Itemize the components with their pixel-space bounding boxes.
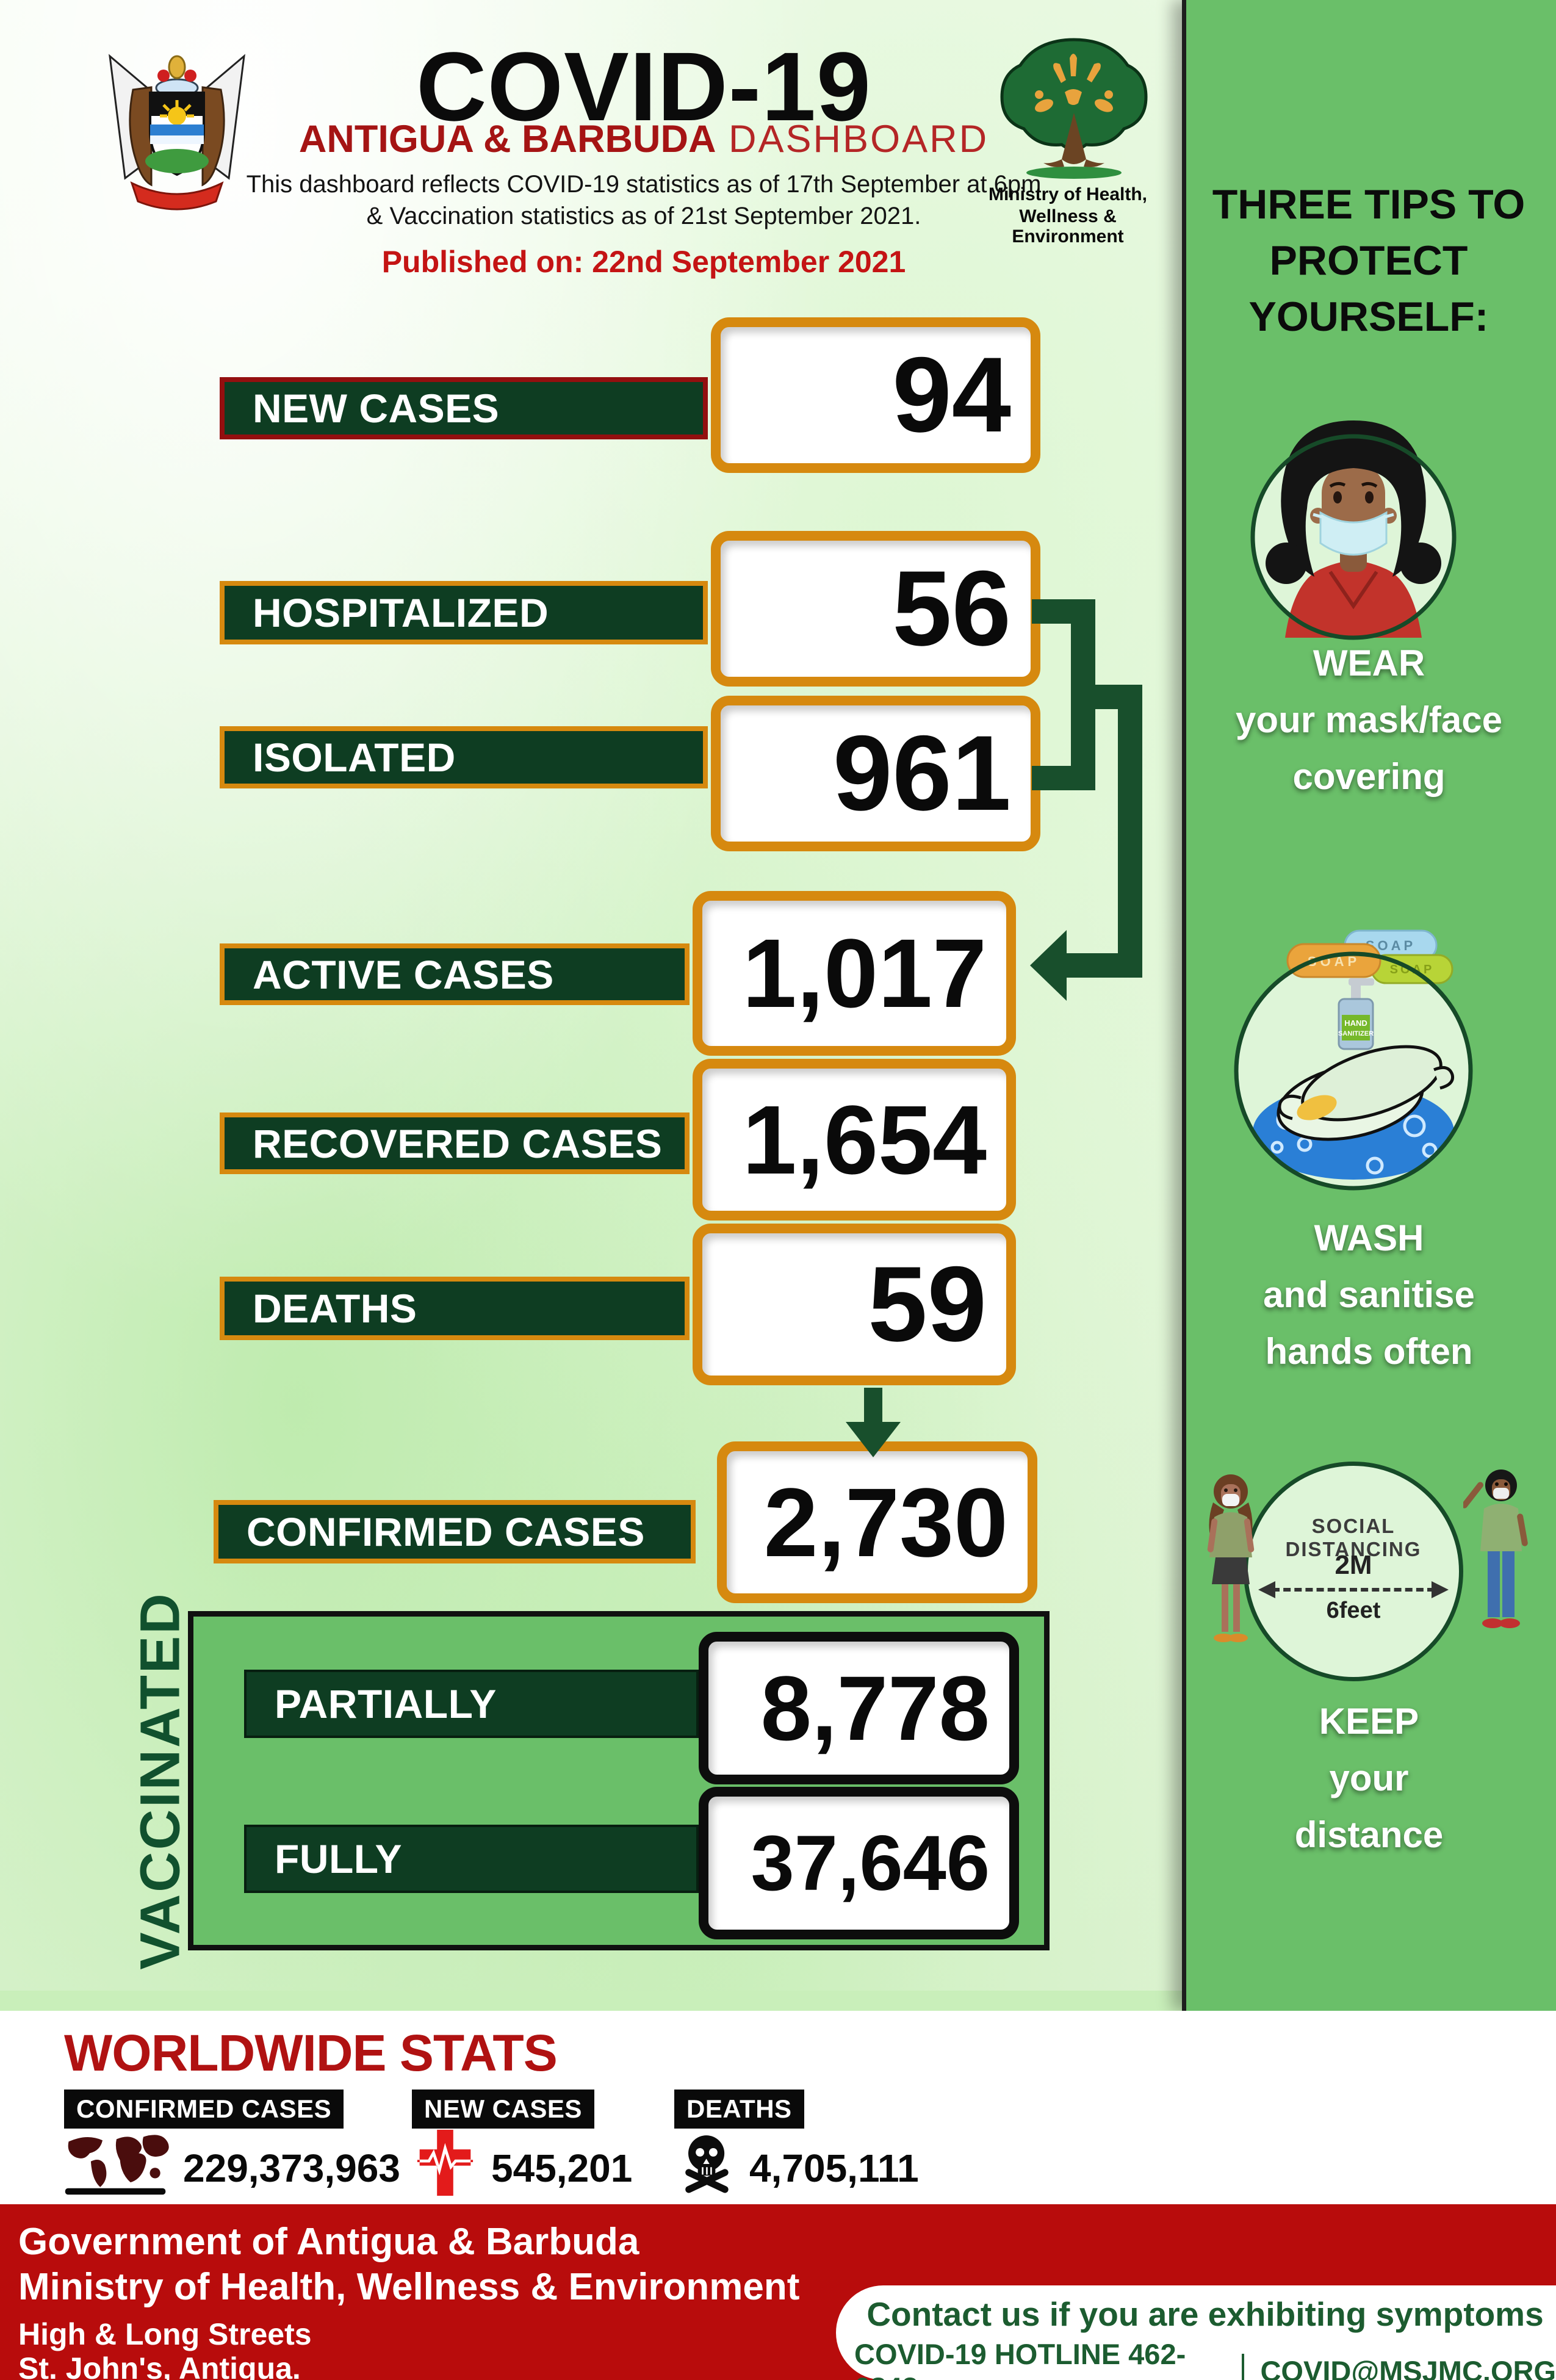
connector-vertical [1118,685,1142,978]
footer-address-line1: High & Long Streets [18,2317,312,2351]
social-distancing-title: SOCIAL DISTANCING [1285,1515,1422,1560]
tip2-text: WASH and sanitise hands often [1182,1210,1556,1380]
hand-washing-illustration: HAND SANITIZER SOAP SOAP SOAP [1234,929,1473,1191]
deaths-label: DEATHS [220,1277,690,1340]
tip3-line3: distance [1294,1814,1444,1855]
connector-arrow-shaft [1062,953,1142,978]
deaths-value: 59 [693,1224,1016,1385]
worldwide-new-label: NEW CASES [412,2090,594,2129]
left-arrow-icon [1030,930,1067,1001]
recovered-cases-label: RECOVERED CASES [220,1112,690,1174]
active-cases-label: ACTIVE CASES [220,943,690,1005]
vaccinated-panel-label: VACCINATED [129,1592,192,1970]
distance-meters-label: 2M [1334,1550,1372,1580]
tip1-text: WEAR your mask/face covering [1182,635,1556,805]
description-line2: & Vaccination statistics as of 21st Sept… [366,203,921,229]
footer-address-line2: St. John's, Antigua. [18,2351,301,2380]
tip1-line3: covering [1292,756,1446,797]
svg-text:SANITIZER: SANITIZER [1338,1030,1374,1037]
confirmed-cases-value: 2,730 [717,1441,1037,1603]
active-cases-value: 1,017 [693,891,1016,1056]
red-cross-icon [417,2129,474,2196]
bottom-accent-strip [0,1991,1182,2011]
contact-panel [836,2285,1556,2380]
published-date: Published on: 22nd September 2021 [381,245,906,279]
world-map-icon [65,2135,169,2195]
worldwide-confirmed-label: CONFIRMED CASES [64,2090,344,2129]
worldwide-heading: WORLDWIDE STATS [64,2024,558,2082]
hotline-number: COVID-19 HOTLINE 462-6843 [854,2338,1186,2380]
worldwide-deaths-label: DEATHS [674,2090,804,2129]
hospitalized-label: HOSPITALIZED [220,581,708,644]
isolated-label: ISOLATED [220,726,708,788]
distance-feet-label: 6feet [1326,1598,1381,1623]
connector-isolated-stub [1032,766,1095,790]
skull-icon [685,2135,729,2193]
tip3-line1: KEEP [1319,1701,1419,1742]
description-line1: This dashboard reflects COVID-19 statist… [246,171,1042,198]
tip3-line2: your [1329,1758,1409,1798]
partially-vaccinated-label: PARTIALLY [244,1670,699,1738]
worldwide-deaths-value: 4,705,111 [749,2146,919,2190]
distance-arrow-right-icon [1432,1581,1449,1598]
page-title: COVID-19 [416,32,871,141]
down-arrow-icon [846,1422,901,1457]
ministry-caption-line2: Wellness & Environment [1012,206,1124,247]
confirmed-cases-label: CONFIRMED CASES [214,1500,696,1563]
tip3-text: KEEP your distance [1182,1693,1556,1863]
contact-divider [1241,2354,1245,2380]
new-cases-value: 94 [711,317,1040,473]
new-cases-label: NEW CASES [220,377,708,439]
tip1-line1: WEAR [1313,643,1425,683]
worldwide-confirmed-value: 229,373,963 [183,2146,400,2190]
tip2-line1: WASH [1314,1217,1424,1258]
ministry-caption-line1: Ministry of Health, [988,184,1148,204]
distance-arrow-left-icon [1258,1581,1275,1598]
svg-text:HAND: HAND [1344,1019,1367,1028]
distance-arrow-line [1272,1588,1435,1592]
coat-of-arms-icon [109,54,245,211]
worldwide-new-value: 545,201 [491,2146,633,2190]
page-subtitle: ANTIGUA & BARBUDA DASHBOARD [256,117,1031,161]
isolated-value: 961 [711,696,1040,851]
tip2-line3: hands often [1265,1331,1473,1372]
distancing-woman-figure [1207,1474,1255,1642]
fully-vaccinated-value: 37,646 [699,1787,1019,1939]
contact-email: COVID@MSJMC.ORG [1260,2354,1556,2380]
down-arrow-shaft [864,1388,882,1426]
mask-person-illustration [1250,420,1457,640]
tip1-line2: your mask/face [1236,699,1502,740]
footer-ministry: Ministry of Health, Wellness & Environme… [18,2266,800,2308]
ministry-logo-icon [1000,38,1148,179]
fully-vaccinated-label: FULLY [244,1825,699,1893]
tip2-line2: and sanitise [1263,1274,1475,1315]
contact-title: Contact us if you are exhibiting symptom… [866,2295,1544,2333]
connector-bracket [1071,599,1095,790]
recovered-cases-value: 1,654 [693,1059,1016,1221]
footer-government: Government of Antigua & Barbuda [18,2221,639,2263]
contact-row: COVID-19 HOTLINE 462-6843 COVID@MSJMC.OR… [854,2337,1556,2380]
partially-vaccinated-value: 8,778 [699,1632,1019,1784]
distancing-man-figure [1463,1469,1528,1628]
tips-heading: THREE TIPS TO PROTECT YOURSELF: [1212,181,1525,340]
subtitle-region: ANTIGUA & BARBUDA [298,118,716,160]
hospitalized-value: 56 [711,531,1040,687]
subtitle-suffix: DASHBOARD [716,118,989,160]
